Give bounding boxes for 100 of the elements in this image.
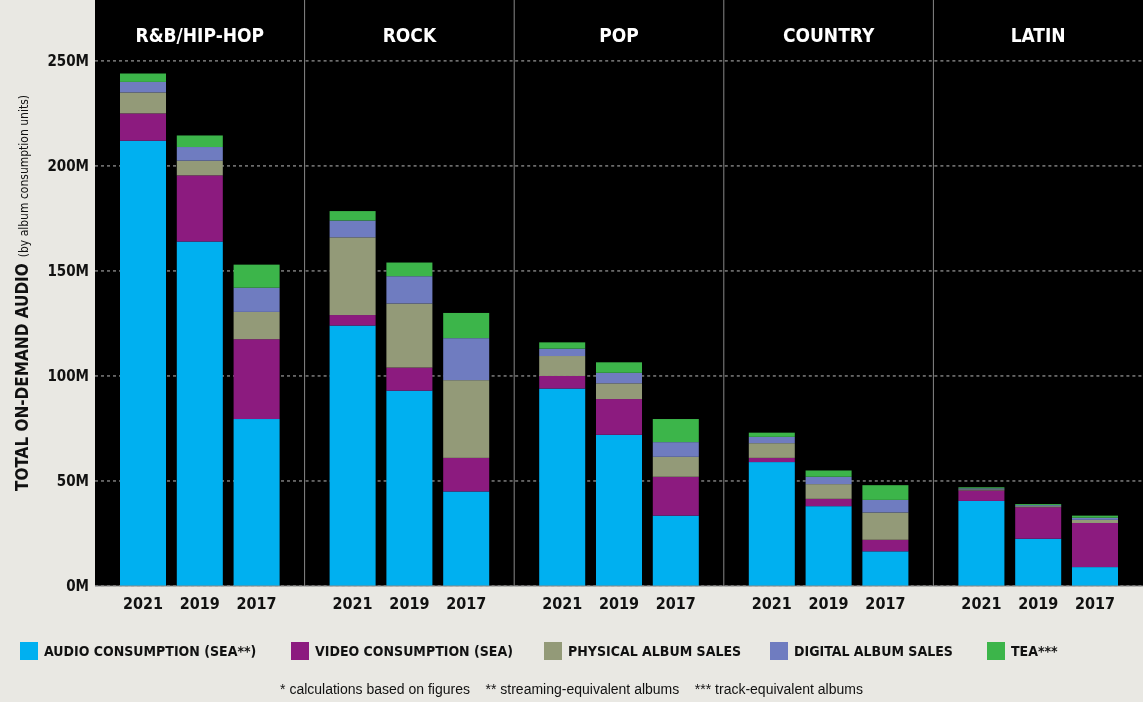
text: R&B/HIP-HOP bbox=[135, 24, 265, 46]
bar bbox=[443, 338, 490, 381]
bar bbox=[443, 491, 490, 586]
y-axis-title: TOTAL ON-DEMAND AUDIO bbox=[12, 263, 32, 491]
bar bbox=[120, 92, 167, 114]
bar bbox=[329, 315, 376, 326]
bar bbox=[652, 456, 699, 477]
text: POP bbox=[599, 24, 639, 46]
x-tick-label: 2021 bbox=[542, 594, 583, 613]
bar bbox=[862, 485, 909, 500]
legend-label: TEA*** bbox=[1011, 642, 1059, 659]
bar bbox=[596, 372, 642, 384]
bar bbox=[443, 312, 490, 339]
y-tick-label: 200M bbox=[47, 157, 89, 176]
y-tick-label: 250M bbox=[47, 52, 89, 71]
bar bbox=[862, 499, 909, 513]
bar bbox=[805, 470, 852, 477]
bar bbox=[443, 380, 490, 458]
bar bbox=[120, 73, 167, 82]
text: LATIN bbox=[1010, 24, 1066, 46]
bar bbox=[386, 276, 433, 304]
bar bbox=[176, 175, 223, 242]
x-tick-label: 2021 bbox=[332, 594, 373, 613]
bar bbox=[652, 442, 699, 457]
bar bbox=[176, 147, 223, 161]
text: COUNTRY bbox=[782, 24, 875, 46]
bar bbox=[748, 436, 795, 444]
bar bbox=[539, 342, 586, 349]
bar bbox=[958, 490, 1005, 501]
bar bbox=[386, 262, 433, 277]
bar bbox=[539, 348, 586, 357]
legend-label: VIDEO CONSUMPTION (SEA) bbox=[315, 642, 513, 659]
legend-label: PHYSICAL ALBUM SALES bbox=[568, 642, 742, 659]
x-tick-label: 2017 bbox=[236, 594, 277, 613]
bar bbox=[329, 220, 376, 238]
bar bbox=[443, 457, 490, 492]
bar bbox=[233, 264, 280, 288]
bar bbox=[862, 512, 909, 540]
x-tick-label: 2017 bbox=[1074, 594, 1116, 613]
bar bbox=[862, 539, 909, 552]
bar bbox=[596, 362, 642, 373]
bar bbox=[329, 325, 376, 586]
bar bbox=[539, 375, 586, 389]
bar bbox=[176, 160, 223, 176]
bar bbox=[652, 515, 699, 586]
y-tick-label: 50M bbox=[56, 472, 89, 491]
x-tick-label: 2021 bbox=[751, 594, 792, 613]
bar bbox=[176, 241, 223, 586]
bar bbox=[652, 419, 699, 443]
bar bbox=[233, 339, 280, 420]
bar bbox=[1071, 567, 1118, 586]
bar bbox=[233, 311, 280, 340]
legend-label: AUDIO CONSUMPTION (SEA**) bbox=[44, 642, 257, 659]
bar bbox=[539, 388, 586, 586]
y-tick-label: 0M bbox=[66, 577, 89, 596]
bar bbox=[1015, 538, 1062, 586]
bar bbox=[233, 287, 280, 312]
x-tick-label: 2021 bbox=[122, 594, 164, 613]
x-tick-label: 2019 bbox=[179, 594, 220, 613]
x-tick-label: 2019 bbox=[389, 594, 430, 613]
bar bbox=[805, 476, 852, 485]
x-tick-label: 2019 bbox=[598, 594, 640, 613]
x-tick-label: 2019 bbox=[1018, 594, 1059, 613]
bar bbox=[748, 462, 795, 586]
x-tick-label: 2017 bbox=[446, 594, 487, 613]
bar bbox=[176, 135, 223, 148]
bar bbox=[748, 457, 795, 463]
text: ROCK bbox=[382, 24, 437, 46]
y-tick-label: 150M bbox=[47, 262, 89, 281]
bar bbox=[805, 506, 852, 586]
bar bbox=[596, 383, 642, 400]
bar bbox=[958, 500, 1005, 586]
bar bbox=[652, 476, 699, 516]
x-tick-label: 2019 bbox=[808, 594, 849, 613]
bar bbox=[386, 390, 433, 586]
legend-label: DIGITAL ALBUM SALES bbox=[794, 642, 953, 659]
bar bbox=[539, 356, 586, 376]
bar bbox=[862, 551, 909, 586]
text: (by album consumption units) bbox=[17, 95, 31, 258]
bar bbox=[805, 498, 852, 507]
bar bbox=[1071, 522, 1118, 568]
text: * calculations based on figures ** streaming-equivalent albums *** track-equivalent albums bbox=[280, 681, 863, 697]
bar bbox=[329, 237, 376, 316]
x-tick-label: 2021 bbox=[961, 594, 1002, 613]
bar bbox=[805, 484, 852, 499]
bar bbox=[120, 81, 167, 93]
bar bbox=[386, 303, 433, 368]
bar bbox=[596, 399, 642, 435]
bar bbox=[120, 140, 167, 586]
x-tick-label: 2017 bbox=[865, 594, 906, 613]
bar bbox=[1015, 507, 1062, 539]
bar bbox=[748, 432, 795, 437]
bar bbox=[329, 211, 376, 221]
bar bbox=[120, 113, 167, 141]
x-tick-label: 2017 bbox=[655, 594, 696, 613]
y-tick-label: 100M bbox=[47, 367, 89, 386]
bar bbox=[386, 367, 433, 391]
bar bbox=[596, 434, 642, 586]
bar bbox=[233, 419, 280, 586]
bar bbox=[748, 443, 795, 458]
